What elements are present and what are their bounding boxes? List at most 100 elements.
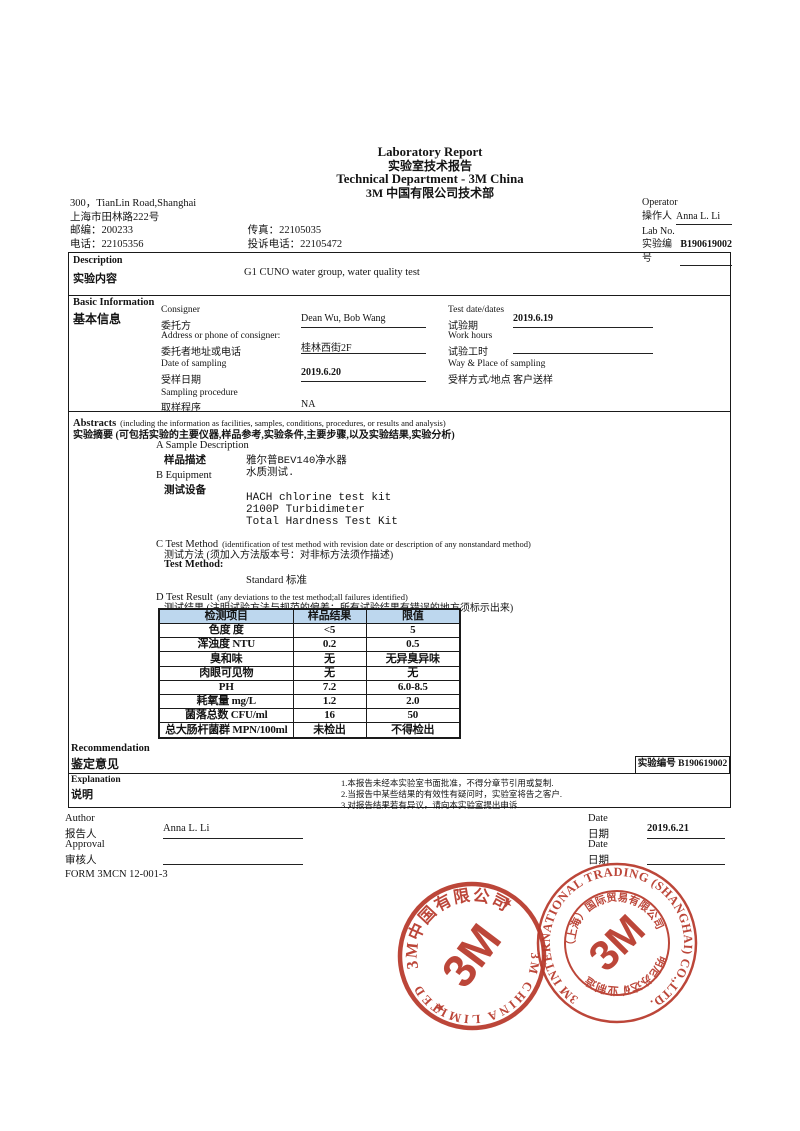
- table-row: 浑浊度 NTU 0.2 0.5: [158, 637, 461, 653]
- result-title: D Test Result (any deviations to the tes…: [156, 591, 408, 603]
- section-explanation: Explanation 说明 1.本报告未经本实验室书面批准，不得分章节引用或复…: [69, 773, 730, 810]
- lab-number: B190619002: [680, 238, 732, 266]
- work-hours-label-en: Work hours: [448, 331, 493, 341]
- cell: 2.0: [365, 693, 461, 710]
- table-row: 肉眼可见物无无: [158, 665, 461, 681]
- address-en: 300，TianLin Road,Shanghai: [70, 198, 197, 209]
- department-en: Technical Department - 3M China: [336, 172, 524, 187]
- address-zh: 上海市田林路222号: [70, 211, 160, 223]
- sampling-way-value: 客户送样: [513, 375, 553, 386]
- sample-desc-label-zh: 样品描述: [164, 454, 206, 466]
- recommendation-label-zh: 鉴定意见: [71, 756, 120, 771]
- cell: 无: [365, 665, 461, 681]
- method-value: Standard 标准: [246, 574, 307, 586]
- col-header-item: 检测项目: [158, 608, 294, 624]
- seal-outer-ring: [536, 862, 698, 1024]
- consigner-label-zh: 委托方: [161, 321, 191, 332]
- cell: 不得检出: [365, 722, 461, 738]
- basic-label-zh: 基本信息: [73, 312, 122, 326]
- cell: 菌落总数 CFU/ml: [158, 708, 294, 724]
- contact-block: 300，TianLin Road,Shanghai 上海市田林路222号 邮编：…: [70, 197, 342, 251]
- author-label-en: Author: [65, 813, 95, 824]
- approval-label-zh: 审核人: [65, 855, 97, 866]
- explanation-line2: 2.当报告中某些结果的有效性有疑问时，实验室将告之客户.: [341, 789, 563, 799]
- postcode: 邮编：200233: [70, 225, 133, 237]
- cell: 臭和味: [158, 651, 294, 667]
- consigner-address-value: 桂林西街2F: [301, 339, 426, 354]
- cell: 5: [365, 622, 461, 639]
- author-label-zh: 报告人: [65, 829, 97, 840]
- operator-name: Anna L. Li: [676, 210, 732, 225]
- table-header-row: 检测项目 样品结果 限值: [158, 608, 461, 624]
- cell: 总大肠杆菌群 MPN/100ml: [158, 722, 294, 738]
- sampling-way-label-en: Way & Place of sampling: [448, 359, 546, 369]
- cell: 耗氧量 mg/L: [158, 693, 294, 710]
- cell: 色度 度: [158, 622, 294, 639]
- company-seal-3m-intl-trading: 3M INTERNATIONAL TRADING (SHANGHAI) CO.,…: [526, 852, 706, 1029]
- report-body-box: Description 实验内容 G1 CUNO water group, wa…: [68, 252, 731, 810]
- cell: 无: [292, 665, 367, 681]
- labno-box: 实验编号 B190619002: [635, 755, 730, 774]
- seal-star-left: ★: [433, 999, 448, 1017]
- cell: 1.2: [292, 693, 367, 710]
- explanation-line3: 3.对报告结果若有异议，请向本实验室提出申诉.: [341, 800, 520, 810]
- sample-desc-line2: 水质测试.: [246, 466, 295, 479]
- cell: PH: [158, 679, 294, 695]
- cell: 肉眼可见物: [158, 665, 294, 681]
- equipment-title: B Equipment: [156, 469, 212, 481]
- report-title-zh: 实验室技术报告: [387, 158, 472, 173]
- date2-label-zh: 日期: [588, 855, 609, 866]
- date1-label-en: Date: [588, 813, 608, 824]
- consigner-address-label-zh: 委托者地址或电话: [161, 347, 241, 358]
- equipment-label-zh: 测试设备: [164, 484, 206, 496]
- result-note: (any deviations to the test method;all f…: [216, 591, 408, 602]
- sampling-date-label-zh: 受样日期: [161, 375, 201, 386]
- section-basic-info: Basic Information 基本信息 Consigner 委托方 Dea…: [69, 295, 730, 414]
- table-row: 菌落总数 CFU/ml 16 50: [158, 708, 461, 724]
- equipment-line3: Total Hardness Test Kit: [246, 515, 398, 528]
- seal-center-logo: 3M: [431, 914, 511, 996]
- description-value: G1 CUNO water group, water quality test: [244, 267, 420, 278]
- date1-value: 2019.6.21: [647, 823, 725, 839]
- equipment-line1: HACH chlorine test kit: [246, 491, 392, 504]
- report-title-en: Laboratory Report: [377, 145, 483, 159]
- sample-desc-title: A Sample Description: [156, 439, 249, 451]
- sample-desc-line1: 雅尔普BEV140净水器: [246, 454, 347, 467]
- test-date-label-en: Test date/dates: [448, 305, 505, 315]
- labno-box-number: B190619002: [678, 758, 728, 769]
- sampling-way-label-zh: 受样方式/地点: [448, 375, 511, 386]
- result-table: 检测项目 样品结果 限值 色度 度 <5 5 浑浊度 NTU 0.2 0.5 臭和味无无…: [158, 607, 461, 739]
- labno-label-en: Lab No.: [642, 225, 675, 237]
- consigner-label-en: Consigner: [161, 305, 201, 315]
- table-row: 耗氧量 mg/L 1.2 2.0: [158, 693, 461, 710]
- basic-label-en: Basic Information: [73, 297, 155, 308]
- labno-label-zh: 实验编号: [642, 239, 672, 265]
- table-row: 臭和味无无异臭异味: [158, 651, 461, 667]
- operator-block: Operator 操作人 Anna L. Li Lab No. 实验编号 B19…: [642, 196, 732, 266]
- explanation-line1: 1.本报告未经本实验室书面批准，不得分章节引用或复制.: [341, 778, 554, 788]
- description-label-en: Description: [73, 255, 123, 266]
- cell: 未检出: [292, 722, 367, 738]
- date1-label-zh: 日期: [588, 829, 609, 840]
- sampling-date-value: 2019.6.20: [301, 367, 426, 382]
- cell: 0.5: [365, 637, 461, 653]
- cell: 无异臭异味: [365, 651, 461, 667]
- test-date-label-zh: 试验期: [448, 321, 478, 332]
- table-row: PH 7.2 6.0-8.5: [158, 679, 461, 695]
- test-date-value: 2019.6.19: [513, 313, 653, 328]
- cell: 0.2: [292, 637, 367, 653]
- consigner-value: Dean Wu, Bob Wang: [301, 313, 426, 328]
- work-hours-label-zh: 试验工时: [448, 347, 488, 358]
- operator-label-zh: 操作人: [642, 210, 672, 222]
- department-zh: 3M 中国有限公司技术部: [365, 185, 495, 200]
- col-header-result: 样品结果: [292, 608, 367, 624]
- date2-label-en: Date: [588, 839, 608, 850]
- table-row: 总大肠杆菌群 MPN/100ml 未检出 不得检出: [158, 722, 461, 738]
- cell: 6.0-8.5: [365, 679, 461, 695]
- procedure-label-zh: 取样程序: [161, 403, 201, 414]
- cell: 7.2: [292, 679, 367, 695]
- consigner-address-label-en: Address or phone of consigner:: [161, 331, 281, 341]
- procedure-label-en: Sampling procedure: [161, 388, 238, 398]
- method-title: C Test Method (identification of test me…: [156, 538, 531, 550]
